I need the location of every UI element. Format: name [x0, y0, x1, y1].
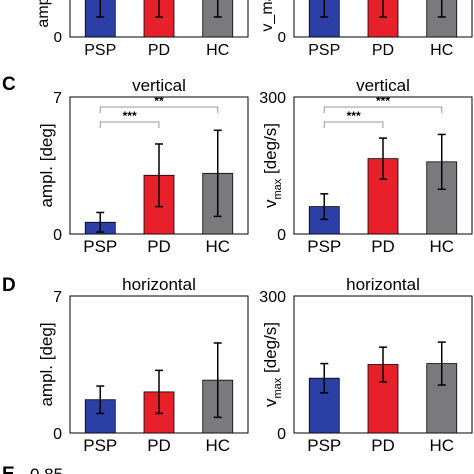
y-axis-label-sub: max: [272, 377, 284, 398]
tick-label-hc: HC: [205, 237, 230, 256]
y-axis-label-main: v: [261, 398, 280, 407]
tick-label-psp: PSP: [83, 436, 117, 455]
y-axis-label-unit: [deg/s]: [261, 123, 280, 179]
tick-label-hc: HC: [429, 237, 454, 256]
y-tick-label: 0: [277, 426, 286, 443]
chart-title: horizontal: [346, 275, 420, 294]
bottom-tick-fragment: 0.85: [30, 465, 63, 474]
y-axis-label: vmax [deg/s]: [261, 123, 284, 208]
significance-label: ***: [376, 94, 390, 108]
y-tick-label: 0: [278, 29, 286, 46]
y-axis-label: ampl. [deg]: [37, 322, 56, 406]
tick-label-pd: PD: [371, 237, 395, 256]
tick-label-psp: PSP: [307, 436, 341, 455]
tick-label-hc: HC: [429, 436, 454, 455]
tick-label-hc: HC: [430, 42, 453, 59]
tick-label-pd: PD: [371, 436, 395, 455]
chart-title: vertical: [132, 76, 186, 95]
tick-label-pd: PD: [147, 436, 171, 455]
y-axis-label: ampl.: [35, 0, 52, 28]
tick-label-pd: PD: [372, 42, 394, 59]
significance-label: **: [154, 94, 164, 108]
chart-panel-C-velocity: 0 300 vertical vmax [deg/s] PSP PD HC *** ***: [259, 76, 473, 256]
chart-title: vertical: [356, 76, 410, 95]
y-tick-label: 7: [53, 90, 62, 107]
y-tick-label: 300: [259, 289, 286, 306]
significance-bracket: [323, 106, 443, 113]
chart-panel-D-velocity: 0 300 horizontal vmax [deg/s] PSP PD HC: [259, 275, 473, 455]
significance-bracket: [99, 106, 219, 113]
significance-bracket: [99, 121, 160, 128]
tick-label-pd: PD: [148, 42, 170, 59]
y-tick-label: 300: [259, 90, 286, 107]
panel-label-c: C: [2, 74, 16, 95]
y-tick-label: 0: [53, 426, 62, 443]
significance-label: ***: [347, 109, 361, 123]
significance-bracket: [323, 121, 384, 128]
y-axis-label-unit: [deg/s]: [261, 322, 280, 378]
y-tick-label: 0: [277, 227, 286, 244]
tick-label-hc: HC: [206, 42, 229, 59]
y-axis-label: vmax [deg/s]: [261, 322, 284, 407]
tick-label-psp: PSP: [84, 42, 116, 59]
chart-panel-top-right-cropped: PSP PD HC 0v_max: [259, 0, 473, 59]
significance-label: ***: [123, 109, 137, 123]
chart-panel-D-amplitude: 0 7 horizontal ampl. [deg] PSP PD HC: [37, 275, 249, 455]
tick-label-pd: PD: [147, 237, 171, 256]
tick-label-psp: PSP: [307, 237, 341, 256]
chart-title: horizontal: [122, 275, 196, 294]
panel-label-e: E: [2, 464, 15, 474]
y-axis-label-sub: max: [272, 178, 284, 199]
tick-label-hc: HC: [205, 436, 230, 455]
y-axis-label: v_max: [259, 0, 276, 32]
y-tick-label: 0: [53, 227, 62, 244]
y-axis-label: ampl. [deg]: [37, 123, 56, 207]
tick-label-psp: PSP: [83, 237, 117, 256]
panel-label-d: D: [2, 275, 16, 296]
y-axis-label-main: v: [261, 199, 280, 208]
y-tick-label: 7: [53, 289, 62, 306]
y-tick-label: 0: [54, 29, 62, 46]
tick-label-psp: PSP: [308, 42, 340, 59]
